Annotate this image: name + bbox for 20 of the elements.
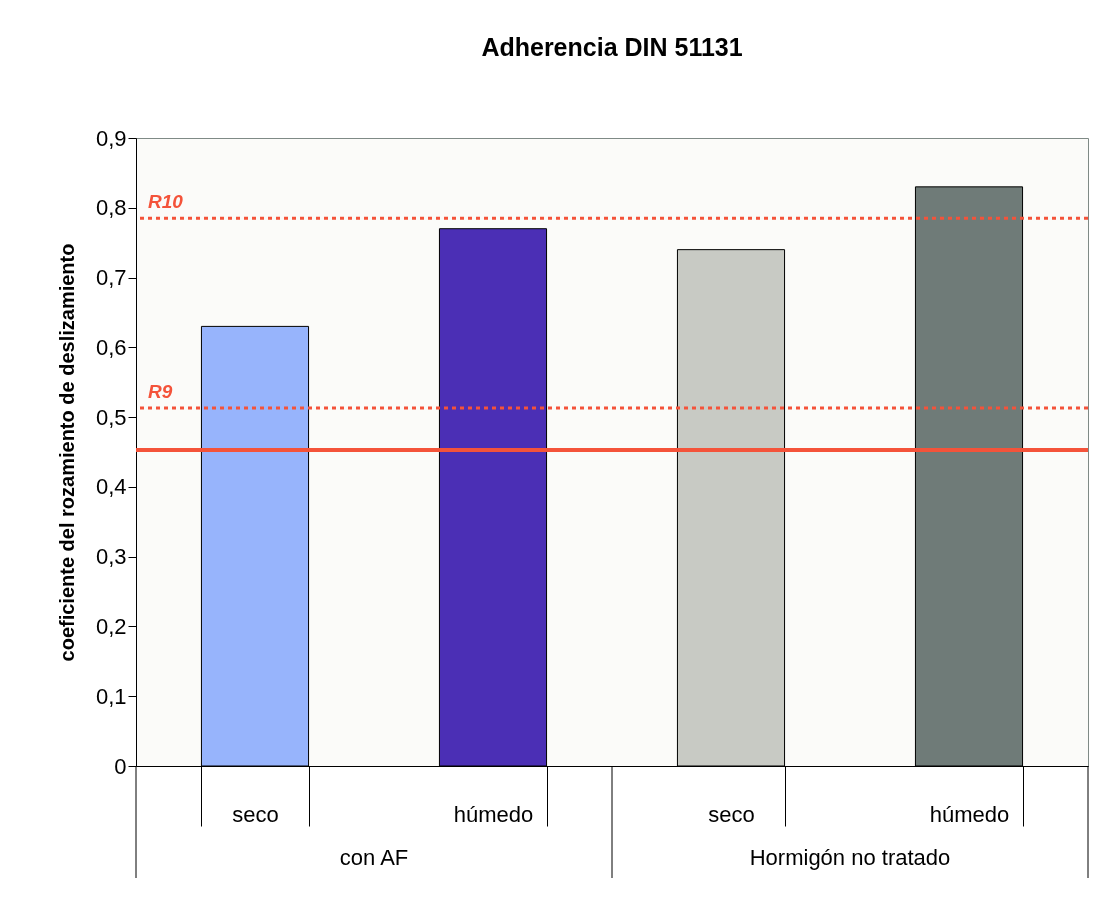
text: Hormigón no tratado <box>749 845 951 870</box>
y-tick-label: 0,4 <box>95 474 127 500</box>
y-tick-label: 0,6 <box>95 334 127 360</box>
ref-line-label: R9 <box>148 381 173 403</box>
y-tick-label: 0,9 <box>95 125 127 151</box>
x-tick-label: seco <box>708 801 755 827</box>
x-tick-label: húmedo <box>929 801 1010 827</box>
y-tick-label: 0,8 <box>95 195 127 221</box>
y-tick-label: 0,7 <box>95 265 127 291</box>
y-tick-label: 0,2 <box>95 613 127 639</box>
y-tick-label: 0,3 <box>95 544 127 570</box>
text: con AF <box>339 845 409 870</box>
chart-title: Adherencia DIN 51131 <box>481 33 743 61</box>
y-tick-label: 0,1 <box>95 683 127 709</box>
x-tick-label: húmedo <box>453 801 534 827</box>
y-axis-title: coeficiente del rozamiento de deslizamiento <box>55 243 78 662</box>
x-tick-label: seco <box>232 801 279 827</box>
ref-line-label: R10 <box>148 191 184 213</box>
y-tick-label: 0,5 <box>95 404 127 430</box>
y-tick-label: 0 <box>114 753 127 779</box>
